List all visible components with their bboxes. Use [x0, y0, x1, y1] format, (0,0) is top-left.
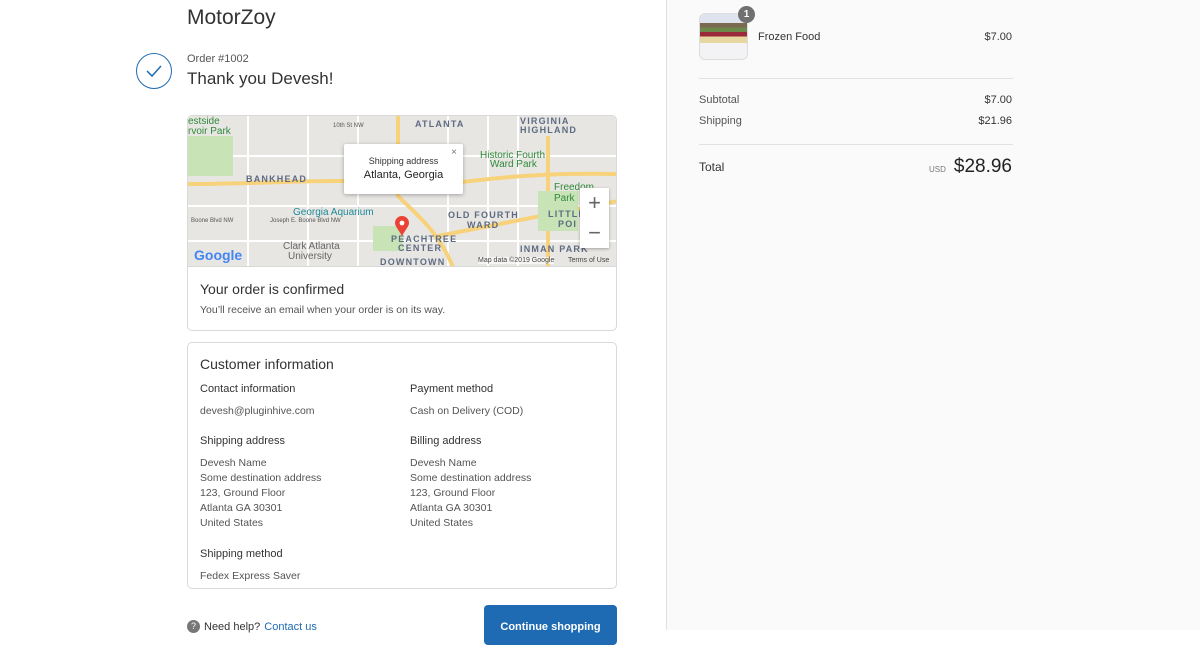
continue-shopping-button[interactable]: Continue shopping: [484, 605, 617, 645]
contact-label: Contact information: [200, 383, 296, 395]
map-label: DOWNTOWN: [380, 257, 446, 267]
subtotal-label: Subtotal: [699, 94, 740, 106]
payment-label: Payment method: [410, 383, 494, 395]
google-logo: Google: [194, 247, 243, 263]
map-pin-icon[interactable]: [395, 216, 409, 236]
order-summary: 1 Frozen Food $7.00 Subtotal $7.00 Shipp…: [666, 0, 1200, 630]
total-value: $28.96: [953, 156, 1012, 177]
customer-information-card: Customer information Contact information…: [187, 342, 617, 589]
billing-address: Devesh Name Some destination address 123, …: [410, 457, 532, 529]
order-number: Order #1002: [187, 53, 249, 65]
shipping-method-label: Shipping method: [200, 548, 283, 560]
map-label: Ward Park: [490, 159, 537, 170]
shipping-address: Devesh Name Some destination address 123, …: [200, 457, 322, 529]
divider: [699, 78, 1013, 79]
map-zoom-control: + −: [580, 188, 609, 248]
map-label: PEACHTREE: [391, 234, 458, 244]
help-text: Need help?: [204, 620, 261, 633]
map-label: OLD FOURTH: [448, 210, 519, 220]
map-label: VIRGINIA: [520, 116, 570, 126]
map-label: Clark Atlanta: [283, 241, 340, 252]
zoom-in-button[interactable]: +: [588, 190, 601, 215]
divider: [699, 144, 1013, 145]
customer-info-title: Customer information: [200, 356, 334, 372]
map-label: INMAN PARK: [520, 244, 589, 254]
map-label: HIGHLAND: [520, 125, 578, 135]
close-icon[interactable]: ×: [451, 147, 457, 158]
checkmark-icon: [136, 53, 172, 89]
map-label: Boone Blvd NW: [191, 218, 234, 224]
billing-address-label: Billing address: [410, 435, 482, 447]
contact-email: devesh@pluginhive.com: [200, 405, 315, 417]
currency-code: USD: [928, 165, 946, 174]
map-label: WARD: [467, 220, 500, 230]
map-label: CENTER: [398, 243, 443, 253]
product-price: $7.00: [984, 31, 1012, 43]
product-name: Frozen Food: [758, 31, 821, 43]
map-label: estside: [188, 116, 220, 127]
order-status-card: ATLANTA VIRGINIA HIGHLAND BANKHEAD OLD F…: [187, 115, 617, 331]
shipping-method: Fedex Express Saver: [200, 570, 301, 582]
map-label: Freedom Park: [554, 182, 595, 204]
map-label: ATLANTA: [415, 119, 465, 129]
map-label: Georgia Aquarium: [293, 207, 374, 218]
map-label: POI: [558, 219, 578, 229]
map-label: University: [288, 251, 332, 262]
map-roads: [188, 116, 616, 266]
confirmed-title: Your order is confirmed: [200, 281, 345, 297]
zoom-out-button[interactable]: −: [588, 220, 601, 245]
page-title: Thank you Devesh!: [187, 69, 334, 88]
quantity-badge: 1: [738, 6, 755, 23]
store-brand[interactable]: MotorZoy: [187, 6, 276, 29]
subtotal-value: $7.00: [984, 94, 1012, 106]
map-label: 10th St NW: [333, 123, 364, 129]
map-label: LITTLE: [548, 209, 586, 219]
shipping-label: Shipping: [699, 115, 742, 127]
terms-link[interactable]: Terms of Use: [568, 257, 610, 264]
total-label: Total: [699, 160, 725, 174]
shipping-address-label: Shipping address: [200, 435, 286, 447]
shipping-value: $21.96: [978, 115, 1012, 127]
map-label: rvoir Park: [188, 126, 231, 137]
map-label: BANKHEAD: [246, 174, 308, 184]
confirmed-text: You’ll receive an email when your order …: [200, 304, 446, 316]
shipping-map[interactable]: ATLANTA VIRGINIA HIGHLAND BANKHEAD OLD F…: [188, 116, 616, 267]
help-icon: ?: [187, 620, 200, 633]
map-label: Historic Fourth: [480, 150, 546, 161]
help-section: ? Need help? Contact us: [187, 620, 317, 633]
map-info-window: Shipping address Atlanta, Georgia ×: [344, 144, 463, 194]
contact-us-link[interactable]: Contact us: [264, 620, 317, 633]
payment-method: Cash on Delivery (COD): [410, 405, 524, 417]
map-attribution: Map data ©2019 Google: [478, 257, 555, 264]
popup-title: Shipping address: [368, 156, 439, 166]
popup-location: Atlanta, Georgia: [363, 169, 444, 181]
map-label: Joseph E. Boone Blvd NW: [270, 218, 341, 224]
